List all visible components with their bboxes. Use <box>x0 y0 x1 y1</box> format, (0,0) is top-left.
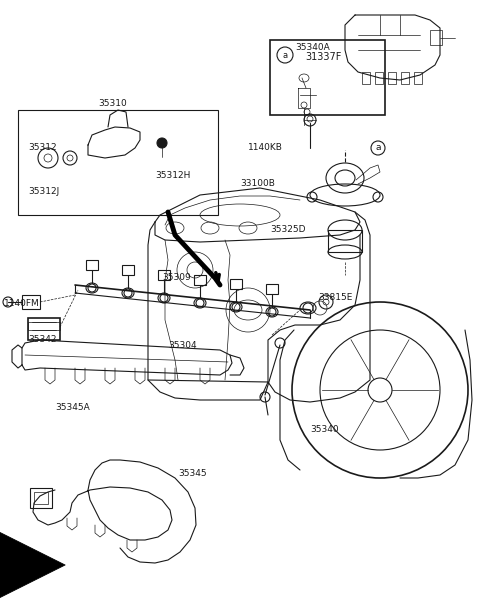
Text: 35312: 35312 <box>28 144 57 152</box>
Text: 35325D: 35325D <box>270 225 305 234</box>
Bar <box>328 230 362 252</box>
Bar <box>30 488 52 508</box>
Text: 1140KB: 1140KB <box>248 144 283 152</box>
Bar <box>194 275 206 285</box>
Text: 35345: 35345 <box>178 468 206 477</box>
Bar <box>230 279 242 289</box>
Bar <box>362 72 370 84</box>
Text: 35340A: 35340A <box>295 44 330 53</box>
Bar <box>34 492 48 504</box>
Bar <box>28 322 60 330</box>
Bar <box>22 295 40 309</box>
Bar <box>28 318 60 340</box>
Bar <box>430 30 442 45</box>
Text: a: a <box>375 144 381 152</box>
Bar <box>401 72 409 84</box>
Text: 1140FM: 1140FM <box>4 298 40 307</box>
Text: 33815E: 33815E <box>318 294 352 303</box>
Circle shape <box>157 138 167 148</box>
Bar <box>122 265 134 275</box>
Text: 33100B: 33100B <box>240 178 275 188</box>
Text: 35312J: 35312J <box>28 188 59 197</box>
Text: 35345A: 35345A <box>55 404 90 413</box>
Text: 35310: 35310 <box>98 99 127 108</box>
Text: 35304: 35304 <box>168 340 197 349</box>
Bar <box>86 260 98 270</box>
Bar <box>414 72 422 84</box>
Text: 31337F: 31337F <box>305 52 341 62</box>
Text: 35340: 35340 <box>310 426 338 435</box>
Text: 35312H: 35312H <box>155 170 191 179</box>
Bar <box>270 40 385 115</box>
Bar <box>158 270 170 280</box>
Text: FR.: FR. <box>28 562 48 572</box>
Bar <box>18 110 218 215</box>
Text: 35342: 35342 <box>28 335 57 344</box>
Text: 35309: 35309 <box>162 273 191 282</box>
Bar <box>388 72 396 84</box>
Bar <box>375 72 383 84</box>
Text: a: a <box>282 50 288 59</box>
Bar <box>266 284 278 294</box>
